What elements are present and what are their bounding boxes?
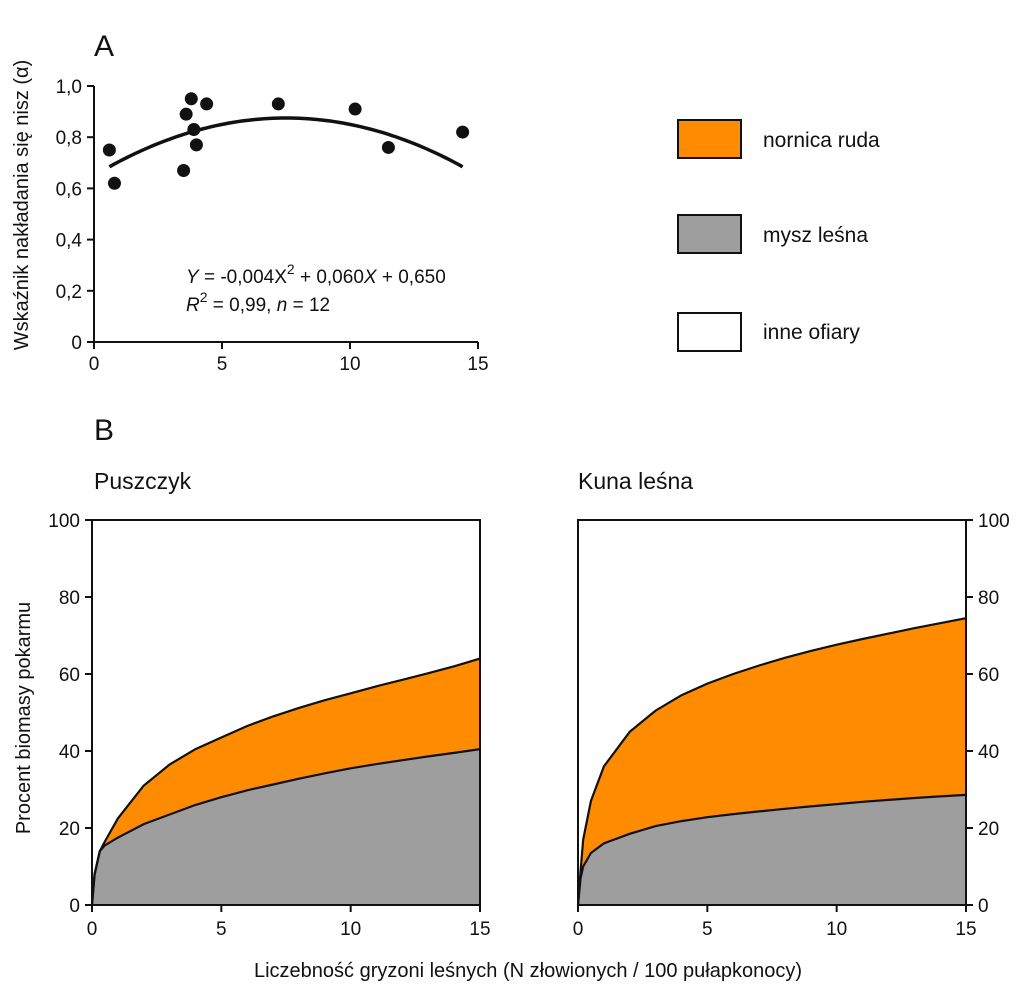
data-point xyxy=(187,123,201,137)
legend-swatch-nornica xyxy=(677,119,742,159)
xtick-label: 10 xyxy=(826,919,847,940)
plot-frame xyxy=(91,519,481,906)
xtick-label: 0 xyxy=(87,919,98,940)
panel-b-ylabel: Procent biomasy pokarmu xyxy=(13,602,35,834)
chart-title-kuna: Kuna leśna xyxy=(578,468,693,494)
legend-label-nornica: nornica ruda xyxy=(763,129,880,152)
legend-swatch-mysz xyxy=(677,214,742,254)
panel-a-points xyxy=(102,92,470,190)
legend-swatch-inne xyxy=(677,312,742,352)
ytick-label: 100 xyxy=(978,511,1010,532)
panel-a-ytick-label: 1,0 xyxy=(56,77,82,98)
equation-line-2: R2 = 0,99, n = 12 xyxy=(186,289,330,316)
panel-a-fit xyxy=(108,116,464,169)
data-point xyxy=(189,138,203,152)
ytick-label: 80 xyxy=(59,588,80,609)
panel-a-axes: 0 0,2 0,4 0,6 0,8 1,0 0 5 10 15 xyxy=(56,77,489,375)
data-point xyxy=(200,97,214,111)
xtick-label: 15 xyxy=(469,919,490,940)
equation-line-1: Y = -0,004X2 + 0,060X + 0,650 xyxy=(186,261,446,288)
panel-a-ytick-label: 0,2 xyxy=(56,282,82,303)
legend-label-inne: inne ofiary xyxy=(763,321,860,344)
area-nornica-ruda xyxy=(578,618,966,905)
line-nornica-upper xyxy=(576,617,967,906)
panel-a-ytick-label: 0,8 xyxy=(56,128,82,149)
data-point xyxy=(107,176,121,190)
xtick-label: 10 xyxy=(340,919,361,940)
line-mysz-upper xyxy=(90,748,481,906)
fit-curve xyxy=(108,116,464,169)
ytick-label: 0 xyxy=(69,896,80,917)
panel-a-ylabel: Wskaźnik nakładania się nisz (α) xyxy=(11,60,33,351)
panel-b-letter: B xyxy=(94,414,114,447)
area-nornica-ruda xyxy=(92,658,480,905)
data-point xyxy=(177,163,191,177)
legend-label-mysz: mysz leśna xyxy=(763,224,868,247)
panel-a-xtick-label: 10 xyxy=(339,354,360,375)
data-point xyxy=(179,107,193,121)
chart-kuna: 0 20 40 60 80 100 0 5 10 15 xyxy=(573,511,1010,940)
area-mysz-lesna xyxy=(92,749,480,905)
data-point xyxy=(184,92,198,106)
data-point xyxy=(348,102,362,116)
chart-title-puszczyk: Puszczyk xyxy=(94,468,192,494)
ytick-label: 80 xyxy=(978,588,999,609)
panel-a-xtick-label: 0 xyxy=(89,354,100,375)
ytick-label: 60 xyxy=(59,665,80,686)
ytick-label: 20 xyxy=(978,819,999,840)
data-point xyxy=(381,140,395,154)
ytick-label: 40 xyxy=(978,742,999,763)
line-mysz-upper xyxy=(576,793,967,906)
ytick-label: 0 xyxy=(978,896,989,917)
panel-a-ytick-label: 0 xyxy=(71,333,82,354)
xtick-label: 5 xyxy=(702,919,713,940)
xtick-label: 5 xyxy=(216,919,227,940)
legend: nornica ruda mysz leśna inne ofiary xyxy=(677,119,880,352)
ytick-label: 100 xyxy=(48,511,80,532)
data-point xyxy=(271,97,285,111)
x-axis-title: Liczebność gryzoni leśnych (N złowionych… xyxy=(254,960,802,982)
chart-puszczyk: 0 20 40 60 80 100 0 5 10 15 xyxy=(48,511,490,940)
xtick-label: 15 xyxy=(955,919,976,940)
line-nornica-upper xyxy=(90,657,481,906)
ytick-label: 40 xyxy=(59,742,80,763)
panel-a-letter: A xyxy=(94,30,114,63)
panel-a-ytick-label: 0,6 xyxy=(56,179,82,200)
xtick-label: 0 xyxy=(573,919,584,940)
plot-frame xyxy=(577,519,967,906)
data-point xyxy=(456,125,470,139)
ytick-label: 60 xyxy=(978,665,999,686)
panel-a: A 0 0,2 0,4 0,6 0,8 1,0 0 5 10 15 Wskaźnik nakład… xyxy=(11,30,489,375)
panel-a-xtick-label: 5 xyxy=(217,354,228,375)
panel-a-xtick-label: 15 xyxy=(467,354,488,375)
ytick-label: 20 xyxy=(59,819,80,840)
data-point xyxy=(102,143,116,157)
panel-a-ytick-label: 0,4 xyxy=(56,231,83,252)
